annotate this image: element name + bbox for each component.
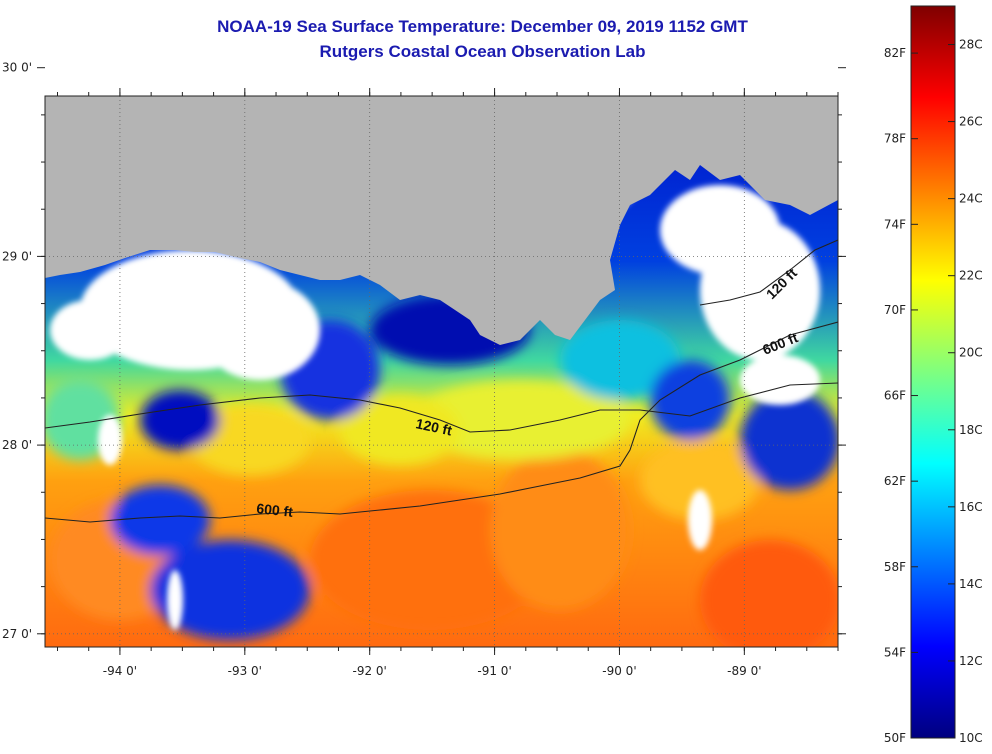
colorbar-f-label: 58F	[884, 560, 906, 574]
lon-tick-label: -90 0'	[602, 664, 636, 678]
colorbar-c-label: 18C	[959, 423, 983, 437]
axis-labels: -94 0' -93 0' -92 0' -91 0' -90 0' -89 0' 30 0…	[2, 61, 762, 678]
colorbar-f-label: 50F	[884, 731, 906, 745]
colorbar-c-label: 20C	[959, 346, 983, 360]
lat-tick-label: 28 0'	[2, 438, 32, 452]
lat-tick-label: 27 0'	[2, 627, 32, 641]
colorbar-f-label: 70F	[884, 303, 906, 317]
colorbar-f-label: 66F	[884, 389, 906, 403]
lon-tick-label: -94 0'	[103, 664, 137, 678]
map-title: NOAA-19 Sea Surface Temperature: Decembe…	[217, 17, 748, 36]
colorbar-gradient	[910, 5, 956, 739]
contour-600ft	[45, 321, 838, 523]
colorbar-c-label: 22C	[959, 269, 983, 283]
lon-tick-label: -91 0'	[477, 664, 511, 678]
bathymetry-contours	[45, 239, 838, 523]
colorbar-f-label: 54F	[884, 645, 906, 659]
lat-tick-label: 30 0'	[2, 61, 32, 75]
colorbar-c-label: 24C	[959, 192, 983, 206]
contour-120ft-west	[45, 382, 838, 433]
temperature-patches	[45, 295, 838, 647]
colorbar-c-label: 14C	[959, 577, 983, 591]
land-mass	[45, 96, 838, 345]
colorbar-c-label: 28C	[959, 38, 983, 52]
axis-ticks	[37, 67, 846, 655]
lon-tick-label: -93 0'	[228, 664, 262, 678]
contour-120ft-east	[699, 239, 838, 306]
colorbar-f-label: 78F	[884, 132, 906, 146]
colorbar-c-label: 12C	[959, 654, 983, 668]
lat-tick-label: 29 0'	[2, 249, 32, 263]
depth-label-120ft-west: 120 ft	[414, 415, 453, 438]
lon-tick-label: -92 0'	[353, 664, 387, 678]
lat-lon-grid	[45, 96, 838, 647]
colorbar-c-label: 16C	[959, 500, 983, 514]
map-frame	[44, 95, 839, 648]
colorbar-f-label: 82F	[884, 46, 906, 60]
colorbar-c-label: 10C	[959, 731, 983, 745]
depth-label-600ft-west: 600 ft	[256, 500, 294, 520]
colorbar-c-label: 26C	[959, 115, 983, 129]
map-subtitle: Rutgers Coastal Ocean Observation Lab	[319, 42, 646, 61]
colorbar-f-label: 62F	[884, 474, 906, 488]
colorbar-f-label: 74F	[884, 217, 906, 231]
lon-tick-label: -89 0'	[727, 664, 761, 678]
